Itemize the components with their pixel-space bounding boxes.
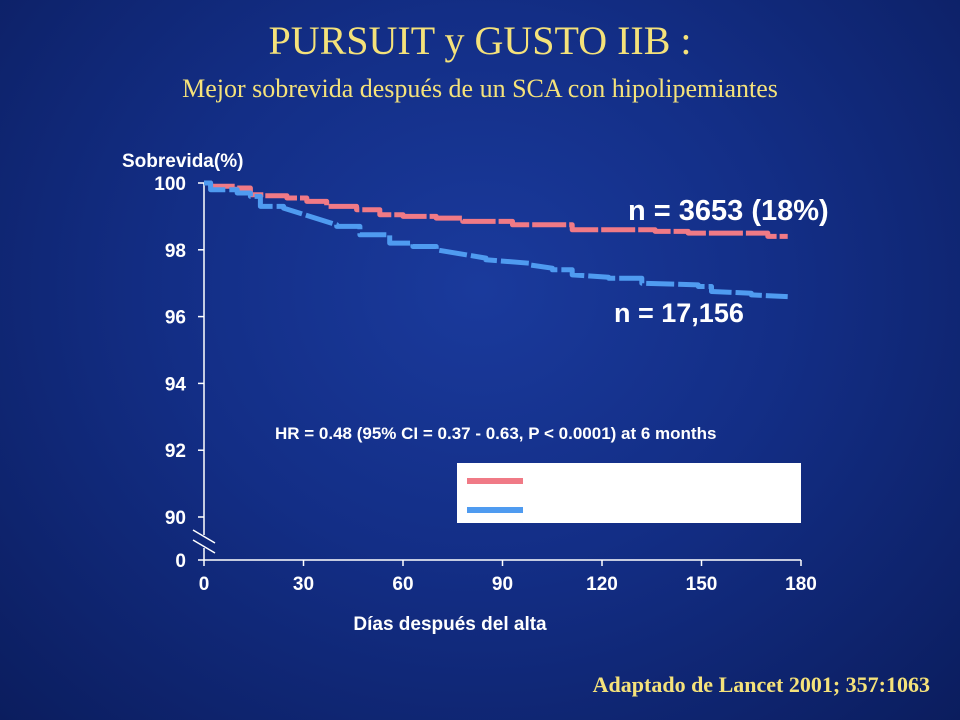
- legend: Agente hipolipemiante Sin hipolipemiante: [457, 463, 801, 524]
- y-tick-label: 0: [175, 551, 186, 572]
- series-annotation-untreated: n = 17,156: [614, 298, 744, 328]
- legend-label-treated: Agente hipolipemiante: [533, 472, 737, 493]
- x-tick-label: 180: [785, 574, 817, 595]
- y-tick-label: 98: [165, 241, 186, 262]
- page-title: PURSUIT y GUSTO IIB :: [268, 18, 692, 63]
- chart-series: [204, 180, 788, 300]
- y-tick-label: 90: [165, 508, 186, 529]
- hazard-ratio-note: HR = 0.48 (95% CI = 0.37 - 0.63, P < 0.0…: [275, 424, 716, 443]
- axis-break-mark-1: [192, 529, 216, 544]
- chart-ticks: 100 98 96 94 92 90 00 30 60 90 120 150 180: [154, 174, 817, 595]
- y-tick-label: 94: [165, 374, 187, 395]
- legend-label-untreated: Sin hipolipemiante: [538, 503, 707, 524]
- x-tick-label: 150: [686, 574, 718, 595]
- y-tick-label: 100: [154, 174, 186, 195]
- series-annotation-treated: n = 3653 (18%): [628, 195, 829, 227]
- y-tick-label: 92: [165, 441, 186, 462]
- x-axis-label: Días después del alta: [353, 614, 547, 635]
- axis-break-mark-2: [192, 539, 216, 554]
- source-credit: Adaptado de Lancet 2001; 357:1063: [592, 672, 930, 697]
- x-tick-label: 30: [293, 574, 314, 595]
- y-axis-label: Sobrevida(%): [122, 151, 243, 172]
- y-tick-label: 96: [165, 308, 186, 329]
- page-subtitle: Mejor sobrevida después de un SCA con hi…: [182, 74, 778, 103]
- x-tick-label: 60: [392, 574, 413, 595]
- x-tick-label: 90: [492, 574, 513, 595]
- x-tick-label: 0: [199, 574, 210, 595]
- series-line-untreated: [204, 180, 788, 300]
- x-tick-label: 120: [586, 574, 618, 595]
